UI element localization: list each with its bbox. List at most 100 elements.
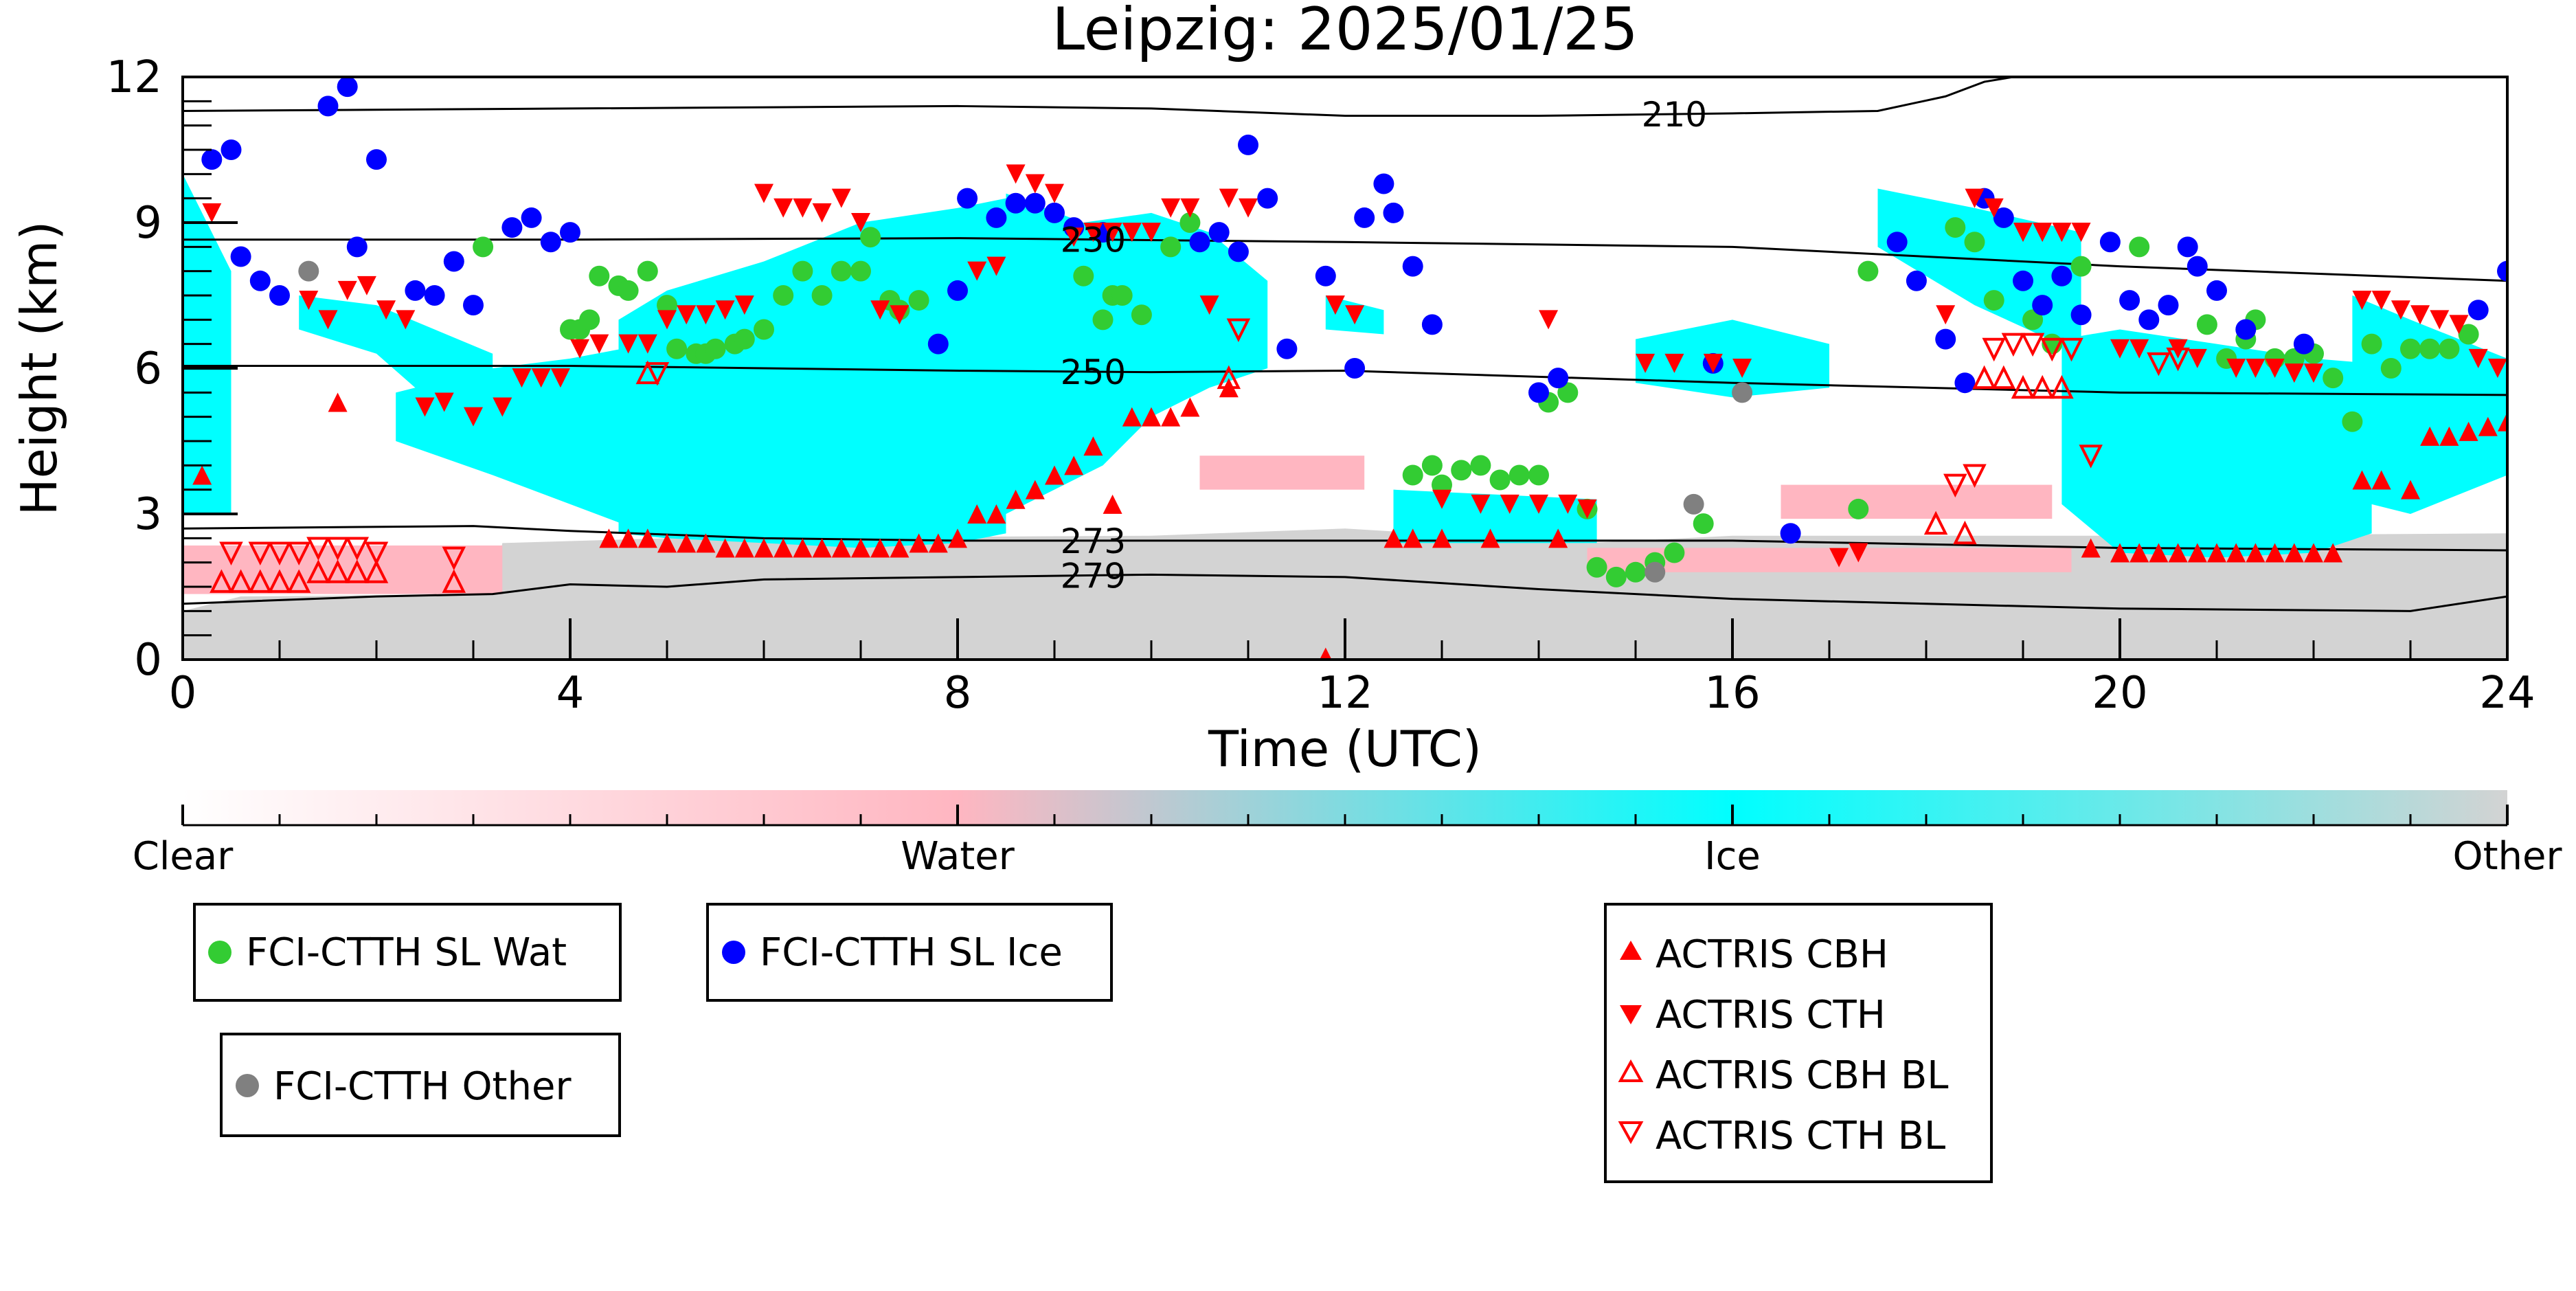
actris-cth-point xyxy=(1664,353,1684,373)
colorbar-label-water: Water xyxy=(901,834,1015,879)
ice-region xyxy=(1877,188,2081,354)
ice-region xyxy=(1636,319,1829,398)
legend-box xyxy=(706,903,1113,1002)
fci-ctth-sl-ice-point xyxy=(1935,328,1956,350)
legend-label-actris-cth: ACTRIS CTH xyxy=(1656,993,1886,1037)
fci-ctth-sl-ice-point xyxy=(1402,256,1423,277)
actris-cth-point xyxy=(318,310,338,330)
fci-ctth-sl-ice-point xyxy=(2235,319,2257,340)
fci-ctth-sl-wat-point xyxy=(1470,455,1491,476)
fci-ctth-sl-wat-point xyxy=(589,265,610,287)
actris-cbh-point xyxy=(2498,412,2507,431)
legend-label-actris-cbh: ACTRIS CBH xyxy=(1656,932,1888,977)
actris-cth-point xyxy=(376,300,396,320)
fci-ctth-sl-wat-point xyxy=(473,236,494,258)
fci-ctth-sl-wat-point xyxy=(2342,411,2363,432)
fci-ctth-sl-wat-point xyxy=(1402,464,1423,486)
ice-region xyxy=(396,344,648,534)
fci-ctth-sl-ice-point xyxy=(230,246,251,267)
fci-ctth-sl-ice-point xyxy=(1373,173,1394,194)
fci-ctth-sl-wat-point xyxy=(1625,561,1646,583)
water-region xyxy=(1199,456,1365,490)
fci-ctth-other-point xyxy=(298,260,319,282)
actris-cth-bl-point xyxy=(2059,337,2083,362)
actris-cbh-point xyxy=(2478,416,2498,436)
fci-ctth-sl-wat-point xyxy=(618,280,639,301)
actris-cth-point xyxy=(1345,305,1365,325)
ice-region xyxy=(299,295,493,456)
fci-ctth-other-point xyxy=(1732,382,1753,403)
fci-ctth-sl-ice-point xyxy=(2070,304,2092,326)
fci-ctth-sl-wat-point xyxy=(908,290,929,311)
actris-cth-point xyxy=(793,198,813,218)
actris-cbh-point xyxy=(2129,543,2149,563)
colorbar: Clear Water Ice Other xyxy=(133,790,2562,879)
x-tick-label: 20 xyxy=(2092,668,2147,719)
actris-cbh-point xyxy=(1103,494,1122,514)
actris-cth-point xyxy=(1703,353,1723,373)
actris-cth-point xyxy=(2246,359,2266,378)
x-tick-label: 16 xyxy=(1704,668,1760,719)
fci-ctth-sl-ice-point xyxy=(1024,192,1046,214)
fci-ctth-sl-wat-point xyxy=(1605,566,1627,587)
actris-cth-bl-point xyxy=(219,541,243,566)
y-tick-label: 3 xyxy=(134,489,162,540)
actris-cth-bl-point xyxy=(1963,464,1987,488)
actris-cbh-point xyxy=(928,533,948,553)
fci-ctth-sl-wat-point xyxy=(2323,368,2344,389)
legend-marker-fci-other xyxy=(236,1074,259,1097)
fci-ctth-sl-ice-point xyxy=(2293,333,2314,355)
actris-cbh-point xyxy=(1045,465,1064,485)
fci-ctth-sl-ice-point xyxy=(405,280,426,301)
actris-cbh-point xyxy=(1320,647,1332,660)
actris-cth-point xyxy=(754,183,773,203)
legend-fci-wat: FCI-CTTH SL Wat xyxy=(193,903,622,1002)
ice-region xyxy=(618,198,1006,548)
actris-cth-point xyxy=(1045,183,1064,203)
actris-cth-point xyxy=(2410,305,2430,325)
fci-ctth-sl-ice-point xyxy=(1383,202,1404,223)
actris-cbh-point xyxy=(2081,538,2101,558)
ice-region xyxy=(1006,193,1268,514)
actris-cbh-bl-point xyxy=(248,569,273,593)
actris-cth-bl-point xyxy=(2020,333,2045,357)
actris-cbh-bl-point xyxy=(1972,365,1996,390)
actris-cth-point xyxy=(812,203,832,223)
legend-marker-fci-wat xyxy=(208,941,231,964)
fci-ctth-sl-ice-point xyxy=(366,149,387,170)
fci-ctth-sl-ice-point xyxy=(1993,207,2014,228)
actris-cth-point xyxy=(2304,363,2323,383)
fci-ctth-sl-ice-point xyxy=(1208,222,1230,243)
fci-ctth-sl-ice-point xyxy=(1238,134,1258,155)
actris-cth-point xyxy=(677,305,697,325)
actris-cth-point xyxy=(2033,223,2053,243)
colorbar-label-other: Other xyxy=(2452,834,2562,879)
fci-ctth-sl-ice-point xyxy=(2206,280,2227,301)
actris-cth-point xyxy=(2391,300,2410,320)
actris-cbh-point xyxy=(2439,426,2459,446)
actris-cbh-point xyxy=(2207,543,2226,563)
actris-cbh-point xyxy=(851,538,870,558)
actris-cth-point xyxy=(657,310,677,330)
fci-ctth-sl-ice-point xyxy=(1906,270,1927,291)
actris-cth-point xyxy=(1849,543,1868,563)
isotherm-label: 210 xyxy=(1642,95,1707,135)
fci-ctth-sl-ice-point xyxy=(201,149,223,170)
fci-ctth-sl-wat-point xyxy=(2380,358,2402,379)
actris-cth-bl-point xyxy=(1943,473,1967,498)
actris-cbh-point xyxy=(2401,480,2420,499)
actris-cbh-point xyxy=(909,533,929,553)
fci-ctth-sl-wat-point xyxy=(1092,309,1114,330)
fci-ctth-sl-wat-point xyxy=(637,260,658,282)
actris-cth-point xyxy=(464,407,483,427)
actris-cth-bl-point xyxy=(2166,347,2190,372)
actris-cbh-bl-point xyxy=(2011,374,2035,399)
actris-cth-bl-point xyxy=(2079,445,2103,469)
fci-ctth-sl-ice-point xyxy=(221,139,242,160)
fci-ctth-sl-ice-point xyxy=(1528,382,1549,403)
fci-ctth-sl-wat-point xyxy=(734,328,755,350)
fci-ctth-sl-ice-point xyxy=(1228,241,1249,262)
actris-cbh-point xyxy=(2284,543,2304,563)
